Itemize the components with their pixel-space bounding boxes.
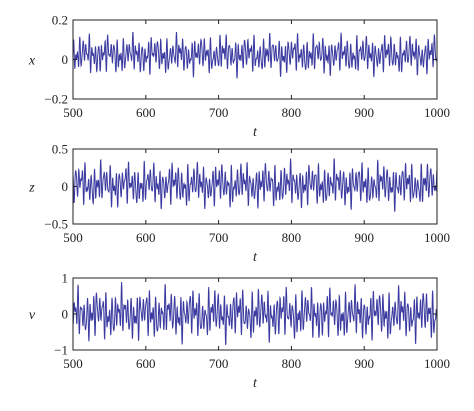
panel-x: 500 600 700 800 900 1000 −0.2 0 0.2 t x — [28, 13, 450, 141]
y-tick-label: 1 — [62, 271, 69, 286]
panel-v: 500 600 700 800 900 1000 −1 0 1 t v — [29, 271, 450, 392]
x-tick-label: 500 — [63, 230, 83, 245]
x-tick-label: 1000 — [424, 230, 450, 245]
x-tick-label: 800 — [282, 105, 302, 120]
y-tick-label: −1 — [54, 343, 68, 358]
y-tick-label: 0 — [62, 307, 69, 322]
x-tick-label: 600 — [136, 230, 156, 245]
series-line — [73, 158, 437, 212]
x-tick-label: 500 — [63, 105, 83, 120]
y-tick-label: 0 — [62, 52, 69, 67]
x-axis-label: t — [253, 376, 258, 391]
x-tick-label: 900 — [354, 356, 374, 371]
x-tick-label: 600 — [136, 356, 156, 371]
y-tick-label: −0.2 — [44, 92, 68, 107]
y-tick-label: 0.2 — [52, 13, 68, 28]
y-axis-label: x — [28, 54, 36, 69]
y-tick-label: 0.5 — [52, 142, 68, 157]
x-tick-label: 700 — [209, 356, 229, 371]
x-tick-label: 900 — [354, 230, 374, 245]
x-tick-label: 1000 — [424, 356, 450, 371]
x-tick-label: 700 — [209, 105, 229, 120]
x-tick-label: 900 — [354, 105, 374, 120]
x-tick-label: 700 — [209, 230, 229, 245]
x-tick-label: 500 — [63, 356, 83, 371]
y-axis-label: v — [29, 308, 36, 323]
x-tick-label: 800 — [282, 356, 302, 371]
x-tick-label: 1000 — [424, 105, 450, 120]
y-axis-label: z — [28, 181, 35, 196]
y-tick-label: −0.5 — [44, 217, 68, 232]
series-line — [73, 31, 437, 79]
panel-z: 500 600 700 800 900 1000 −0.5 0 0.5 t z — [28, 142, 450, 266]
x-tick-label: 800 — [282, 230, 302, 245]
x-tick-label: 600 — [136, 105, 156, 120]
x-axis-label: t — [253, 250, 258, 265]
series-line — [73, 282, 437, 346]
x-axis-label: t — [253, 125, 258, 140]
y-tick-label: 0 — [62, 179, 69, 194]
